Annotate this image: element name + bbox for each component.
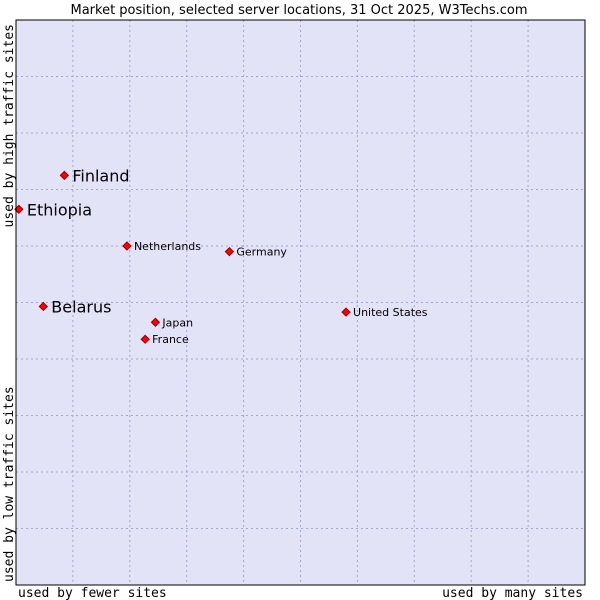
point-group-japan: Japan — [150, 316, 193, 329]
data-label-japan: Japan — [161, 316, 193, 329]
plot-border — [15, 19, 586, 586]
point-group-finland: Finland — [59, 166, 130, 185]
data-point-finland — [59, 170, 70, 181]
chart-title: Market position, selected server locatio… — [70, 3, 527, 18]
y-axis-label-high-traffic: used by high traffic sites — [2, 24, 17, 228]
data-label-germany: Germany — [236, 246, 287, 259]
point-group-belarus: Belarus — [38, 297, 111, 316]
data-point-japan — [150, 317, 161, 327]
data-point-united-states — [341, 307, 351, 317]
point-group-france: France — [140, 333, 189, 346]
point-group-germany: Germany — [224, 246, 287, 259]
data-point-germany — [224, 246, 235, 257]
point-group-netherlands: Netherlands — [122, 240, 201, 253]
data-point-france — [140, 334, 150, 344]
data-points: Finland Ethiopia Netherlands Germany Belarus… — [14, 166, 428, 346]
grid-lines — [16, 20, 585, 585]
data-label-france: France — [152, 333, 189, 346]
data-label-united-states: United States — [353, 306, 428, 319]
point-group-united-states: United States — [341, 306, 428, 319]
data-label-belarus: Belarus — [51, 297, 111, 316]
x-axis-label-many-sites: used by many sites — [442, 586, 583, 600]
data-label-finland: Finland — [72, 166, 129, 185]
point-group-ethiopia: Ethiopia — [14, 200, 92, 219]
data-point-belarus — [38, 301, 49, 312]
data-label-ethiopia: Ethiopia — [27, 200, 92, 219]
data-point-netherlands — [122, 241, 132, 251]
data-label-netherlands: Netherlands — [134, 240, 201, 253]
x-axis-label-fewer-sites: used by fewer sites — [18, 586, 167, 600]
y-axis-label-low-traffic: used by low traffic sites — [2, 386, 17, 582]
